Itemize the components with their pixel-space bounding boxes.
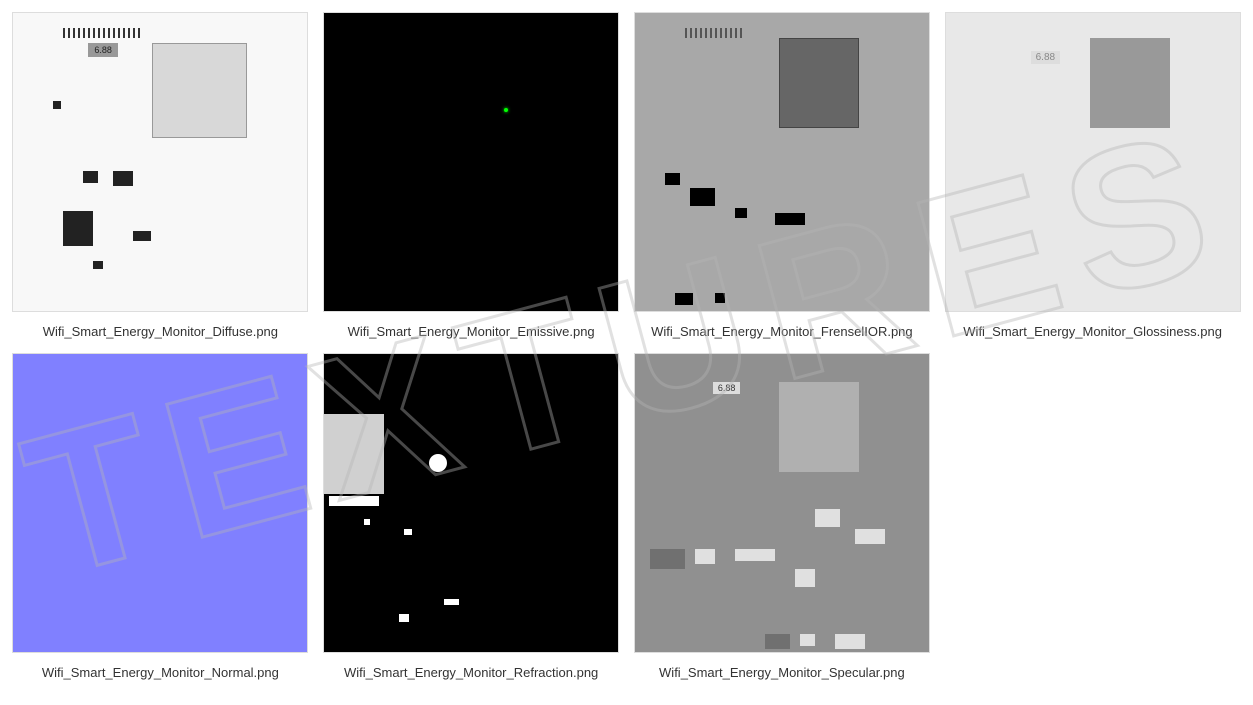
texture-item[interactable]: Wifi_Smart_Energy_Monitor_Refraction.png xyxy=(323,353,620,680)
texture-filename: Wifi_Smart_Energy_Monitor_Glossiness.png xyxy=(963,324,1222,339)
texture-item[interactable]: Wifi_Smart_Energy_Monitor_Normal.png xyxy=(12,353,309,680)
texture-thumbnail-refraction[interactable] xyxy=(323,353,619,653)
texture-thumbnail-specular[interactable] xyxy=(634,353,930,653)
device-shape xyxy=(1090,38,1170,128)
texture-filename: Wifi_Smart_Energy_Monitor_Emissive.png xyxy=(348,324,595,339)
texture-item[interactable]: Wifi_Smart_Energy_Monitor_Glossiness.png xyxy=(944,12,1241,339)
texture-thumbnail-glossiness[interactable] xyxy=(945,12,1241,312)
texture-filename: Wifi_Smart_Energy_Monitor_Diffuse.png xyxy=(43,324,278,339)
texture-filename: Wifi_Smart_Energy_Monitor_Refraction.png xyxy=(344,665,598,680)
device-shape xyxy=(779,382,859,472)
texture-item[interactable]: Wifi_Smart_Energy_Monitor_FrenselIOR.png xyxy=(634,12,931,339)
texture-filename: Wifi_Smart_Energy_Monitor_Normal.png xyxy=(42,665,279,680)
device-shape xyxy=(779,38,859,128)
texture-thumbnail-fresnel[interactable] xyxy=(634,12,930,312)
texture-filename: Wifi_Smart_Energy_Monitor_FrenselIOR.png xyxy=(651,324,913,339)
texture-item[interactable]: Wifi_Smart_Energy_Monitor_Specular.png xyxy=(634,353,931,680)
texture-item[interactable]: Wifi_Smart_Energy_Monitor_Diffuse.png xyxy=(12,12,309,339)
device-shape xyxy=(152,43,247,138)
texture-item[interactable]: Wifi_Smart_Energy_Monitor_Emissive.png xyxy=(323,12,620,339)
circuit-shapes xyxy=(33,131,287,281)
texture-thumbnail-diffuse[interactable] xyxy=(12,12,308,312)
texture-filename: Wifi_Smart_Energy_Monitor_Specular.png xyxy=(659,665,905,680)
texture-grid: Wifi_Smart_Energy_Monitor_Diffuse.png Wi… xyxy=(0,0,1253,692)
texture-thumbnail-emissive[interactable] xyxy=(323,12,619,312)
texture-thumbnail-normal[interactable] xyxy=(12,353,308,653)
